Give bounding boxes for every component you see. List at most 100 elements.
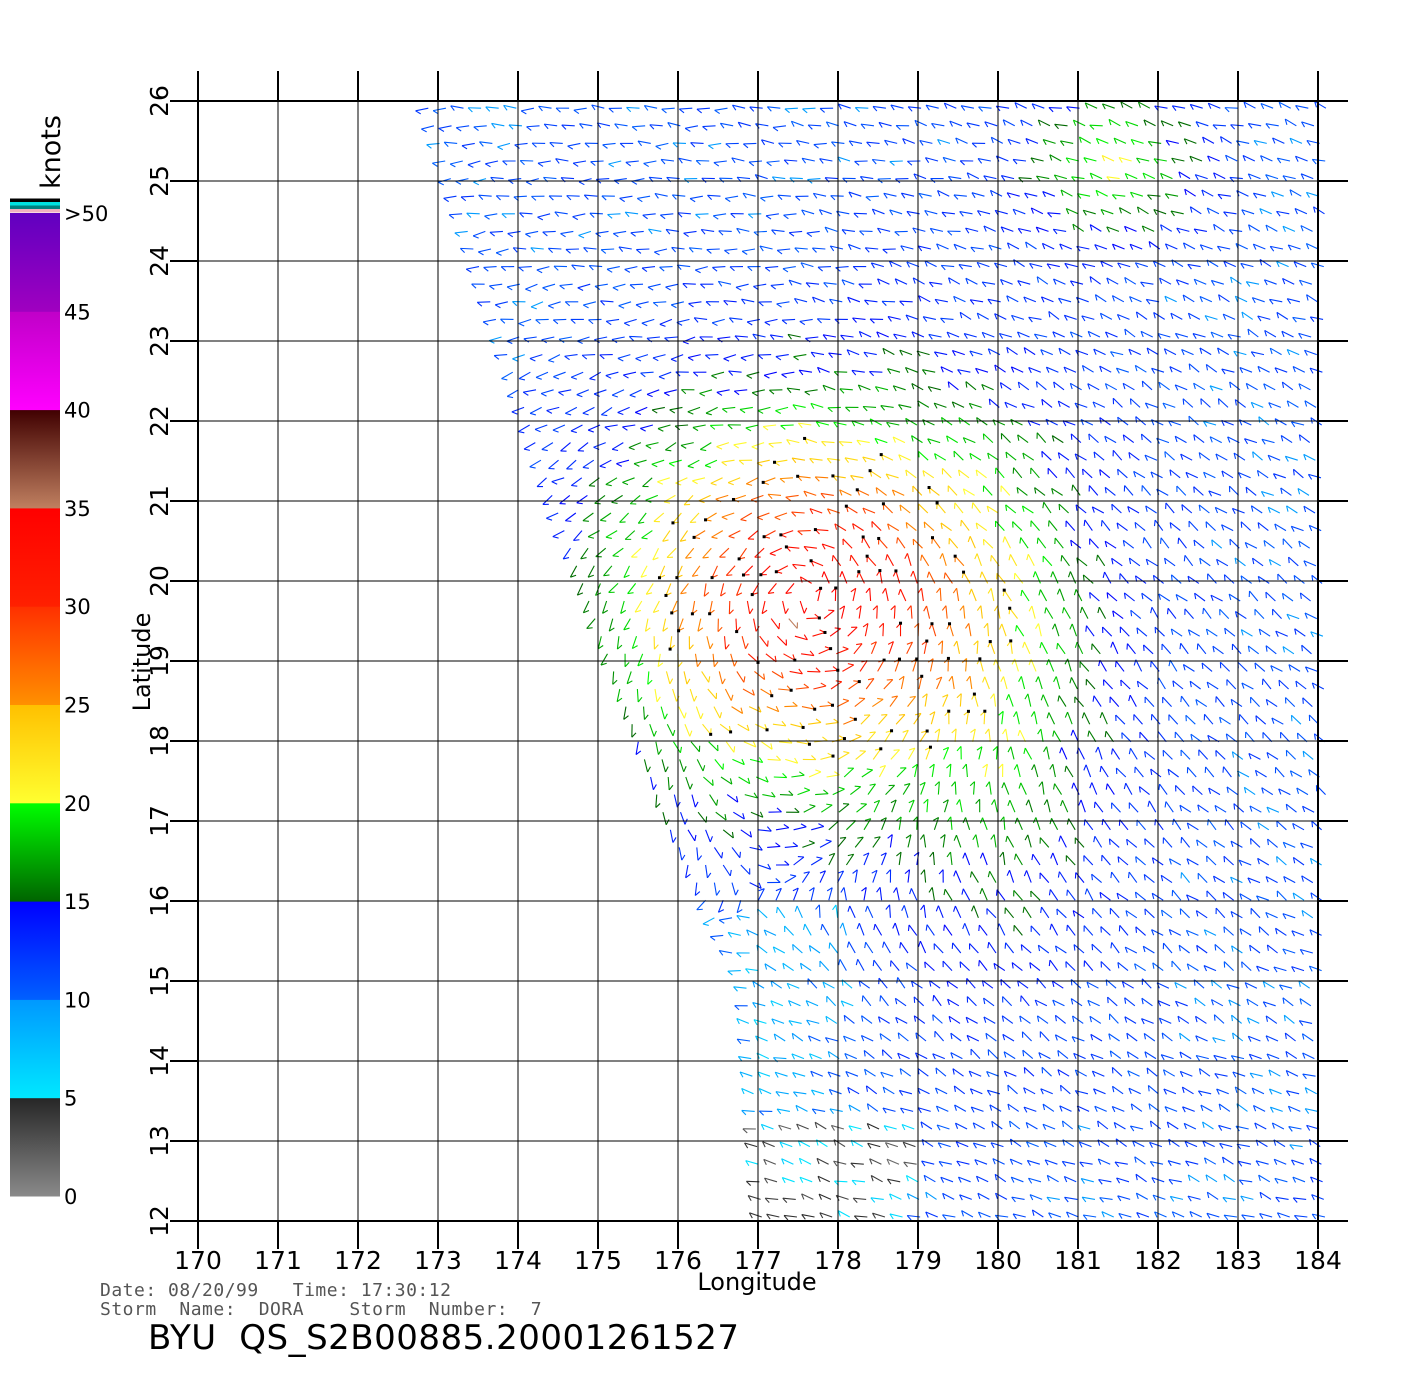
wind-vector xyxy=(1203,713,1214,725)
wind-vector xyxy=(1185,929,1199,937)
wind-vector xyxy=(1265,174,1279,181)
wind-vector xyxy=(1163,348,1177,356)
wind-vector xyxy=(1281,592,1294,602)
wind-vector xyxy=(558,389,572,396)
wind-vector xyxy=(1288,1126,1302,1132)
wind-vector xyxy=(1073,944,1085,954)
wind-vector xyxy=(1194,174,1208,181)
wind-vector xyxy=(1051,435,1064,444)
wind-vector xyxy=(1154,1211,1167,1218)
wind-vector xyxy=(530,301,544,310)
wind-vector xyxy=(629,283,644,290)
wind-vector xyxy=(1106,277,1119,285)
wind-vector xyxy=(612,283,626,291)
wind-vector xyxy=(745,968,759,974)
wind-vector xyxy=(917,1107,931,1114)
wind-vector xyxy=(956,1160,970,1167)
wind-vector xyxy=(782,600,789,614)
wind-vector xyxy=(1000,175,1015,181)
wind-vector xyxy=(820,752,835,760)
wind-vector xyxy=(1010,366,1024,373)
wind-vector xyxy=(830,195,844,201)
wind-vector xyxy=(721,512,735,521)
wind-vector xyxy=(879,1033,892,1042)
wind-vector xyxy=(719,177,733,183)
wind-vector xyxy=(913,173,927,180)
wind-vector xyxy=(734,335,748,341)
wind-vector xyxy=(727,970,741,976)
wind-vector xyxy=(1249,1072,1263,1079)
wind-vector xyxy=(896,537,906,549)
wind-vector xyxy=(518,318,532,327)
wind-vector xyxy=(1296,787,1309,796)
wind-vector xyxy=(913,996,925,1007)
wind-vector xyxy=(733,389,748,396)
wind-vector xyxy=(1222,313,1236,320)
wind-vector xyxy=(709,794,719,806)
wind-vector xyxy=(1309,929,1322,936)
wind-vector xyxy=(831,474,846,481)
wind-vector xyxy=(916,350,930,357)
wind-vector xyxy=(1213,1014,1225,1024)
wind-vector xyxy=(1269,298,1283,305)
wind-vector xyxy=(905,417,918,426)
wind-vector xyxy=(786,387,801,394)
wind-vector xyxy=(1171,889,1182,901)
wind-vector xyxy=(970,246,984,253)
wind-vector xyxy=(688,247,703,253)
wind-vector xyxy=(768,442,782,448)
wind-vector xyxy=(869,418,882,426)
wind-vector xyxy=(887,641,894,654)
wind-vector xyxy=(485,106,499,112)
wind-vector xyxy=(724,195,739,203)
wind-vector xyxy=(1017,434,1029,444)
wind-vector xyxy=(1297,488,1310,496)
wind-vector xyxy=(756,512,770,521)
wind-vector xyxy=(1176,227,1190,234)
wind-vector xyxy=(1261,787,1274,796)
wind-vector xyxy=(1269,347,1282,356)
wind-vector xyxy=(1193,539,1205,549)
wind-vector xyxy=(818,209,832,216)
wind-vector xyxy=(736,900,743,914)
wind-vector xyxy=(1049,923,1059,936)
wind-vector xyxy=(1071,484,1081,496)
wind-vector xyxy=(1150,768,1162,778)
wind-vector xyxy=(587,565,595,578)
wind-vector xyxy=(599,512,612,522)
wind-vector xyxy=(734,1005,748,1011)
wind-vector xyxy=(1022,906,1032,919)
wind-vector xyxy=(1105,331,1118,338)
wind-vector xyxy=(669,406,683,414)
wind-vector xyxy=(722,829,734,839)
wind-vector xyxy=(1283,876,1296,884)
wind-vector xyxy=(1049,154,1062,162)
wind-vector xyxy=(1292,316,1306,323)
wind-vector xyxy=(946,331,960,338)
wind-vector xyxy=(962,763,968,778)
wind-vector xyxy=(904,869,911,883)
wind-vector xyxy=(655,794,661,808)
wind-vector xyxy=(821,543,835,550)
wind-vector xyxy=(816,1157,829,1165)
wind-vector xyxy=(946,435,958,444)
wind-vector xyxy=(999,851,1006,866)
wind-vector xyxy=(743,142,757,149)
wind-vector xyxy=(872,697,884,708)
wind-vector xyxy=(1247,328,1259,338)
wind-vector xyxy=(541,336,555,344)
wind-vector xyxy=(894,230,908,237)
wind-vector xyxy=(898,1089,913,1096)
wind-vector xyxy=(1070,539,1082,549)
wind-vector xyxy=(1178,944,1190,954)
wind-vector xyxy=(1050,852,1059,866)
y-axis-title: Latitude xyxy=(128,613,156,712)
wind-vector xyxy=(680,583,689,595)
wind-vector xyxy=(825,718,839,725)
wind-vector xyxy=(1268,1088,1282,1095)
wind-vector xyxy=(987,1049,998,1059)
wind-vector xyxy=(489,230,503,237)
wind-vector xyxy=(1001,1015,1014,1024)
wind-vector xyxy=(775,406,789,414)
wind-vector xyxy=(582,600,590,614)
